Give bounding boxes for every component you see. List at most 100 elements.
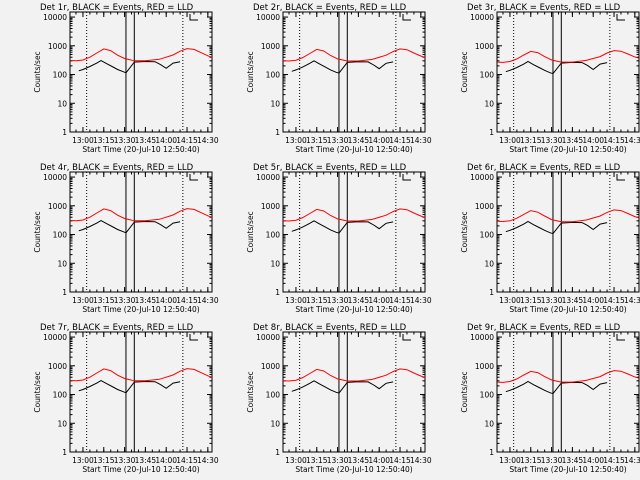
x-tick-label: 14:15 — [603, 296, 625, 305]
x-tick-label: 13:15 — [306, 296, 328, 305]
x-tick-label: 14:30 — [410, 296, 432, 305]
plot-frame — [496, 11, 640, 133]
x-tick-label: 14:30 — [624, 296, 640, 305]
y-tick-label: 1 — [489, 288, 494, 297]
series-line-lld — [282, 368, 426, 382]
y-axis-label: Counts/sec — [33, 211, 42, 252]
x-tick-label: 14:00 — [368, 296, 390, 305]
x-tick-label: 13:45 — [348, 136, 370, 145]
x-tick-label: 14:00 — [582, 136, 604, 145]
x-tick-label: 13:45 — [135, 456, 157, 465]
series-line-events — [78, 380, 181, 394]
x-tick-label: 14:15 — [603, 136, 625, 145]
x-axis-label: Start Time (20-Jul-10 12:50:40) — [509, 305, 626, 314]
plot-frame — [69, 11, 213, 133]
x-tick-label: 13:30 — [327, 456, 349, 465]
x-tick-label: 14:00 — [368, 456, 390, 465]
plot-frame — [69, 171, 213, 293]
y-tick-label: 10000 — [470, 333, 494, 342]
x-tick-label: 14:00 — [155, 296, 177, 305]
panel-7: Det 7r, BLACK = Events, RED = LLD 1 10 100 1… — [33, 323, 219, 474]
y-tick-label: 1000 — [261, 202, 280, 211]
y-tick-label: 1000 — [475, 362, 494, 371]
x-tick-label: 13:00 — [499, 136, 521, 145]
y-tick-label: 1000 — [48, 362, 67, 371]
series-line-lld — [496, 370, 640, 383]
panel-title: Det 4r, BLACK = Events, RED = LLD — [40, 163, 194, 173]
y-tick-label: 1000 — [475, 202, 494, 211]
x-tick-label: 14:30 — [197, 456, 219, 465]
y-tick-label: 1 — [489, 128, 494, 137]
y-tick-label: 1 — [62, 288, 67, 297]
x-tick-label: 14:30 — [410, 136, 432, 145]
x-axis-label: Start Time (20-Jul-10 12:50:40) — [509, 465, 626, 474]
x-tick-label: 14:30 — [197, 296, 219, 305]
y-axis-label: Counts/sec — [460, 211, 469, 252]
series-line-lld — [282, 48, 426, 62]
x-tick-label: 13:45 — [562, 136, 584, 145]
x-tick-label: 13:15 — [520, 136, 542, 145]
y-tick-label: 100 — [266, 71, 281, 80]
x-axis-label: Start Time (20-Jul-10 12:50:40) — [509, 145, 626, 154]
panel-title: Det 7r, BLACK = Events, RED = LLD — [40, 323, 194, 333]
series-line-events — [505, 60, 608, 75]
x-tick-label: 13:30 — [327, 136, 349, 145]
series-line-events — [291, 380, 394, 394]
x-tick-label: 13:45 — [562, 456, 584, 465]
x-tick-label: 14:00 — [155, 456, 177, 465]
x-tick-label: 13:00 — [499, 296, 521, 305]
x-tick-label: 13:45 — [562, 296, 584, 305]
panel-2: Det 2r, BLACK = Events, RED = LLD 1 10 100 1… — [246, 3, 432, 154]
x-tick-label: 14:15 — [389, 136, 411, 145]
y-axis-label: Counts/sec — [460, 371, 469, 412]
y-tick-label: 1 — [62, 448, 67, 457]
x-axis-label: Start Time (20-Jul-10 12:50:40) — [295, 305, 412, 314]
panel-title: Det 8r, BLACK = Events, RED = LLD — [253, 323, 407, 333]
y-tick-label: 1 — [275, 448, 280, 457]
x-tick-label: 13:00 — [285, 136, 307, 145]
y-tick-label: 10 — [57, 259, 67, 268]
y-tick-label: 10 — [57, 99, 67, 108]
x-tick-label: 13:15 — [93, 296, 115, 305]
x-axis-label: Start Time (20-Jul-10 12:50:40) — [82, 305, 199, 314]
series-line-lld — [496, 209, 640, 223]
y-tick-label: 1 — [489, 448, 494, 457]
corner-marker — [402, 334, 411, 341]
plot-frame — [282, 11, 426, 133]
y-tick-label: 1000 — [261, 362, 280, 371]
x-tick-label: 13:45 — [135, 136, 157, 145]
plot-frame — [69, 331, 213, 453]
x-tick-label: 13:30 — [541, 296, 563, 305]
x-tick-label: 14:00 — [582, 456, 604, 465]
plot-frame — [282, 171, 426, 293]
y-tick-label: 100 — [266, 231, 281, 240]
x-tick-label: 13:00 — [499, 456, 521, 465]
series-line-lld — [496, 50, 640, 63]
corner-marker — [402, 174, 411, 181]
x-tick-label: 14:15 — [603, 456, 625, 465]
y-tick-label: 100 — [53, 231, 68, 240]
x-tick-label: 13:30 — [541, 456, 563, 465]
plot-frame — [496, 331, 640, 453]
corner-marker — [189, 334, 198, 341]
x-axis-label: Start Time (20-Jul-10 12:50:40) — [295, 465, 412, 474]
y-tick-label: 10000 — [470, 13, 494, 22]
panel-title: Det 1r, BLACK = Events, RED = LLD — [40, 3, 194, 13]
panel-title: Det 3r, BLACK = Events, RED = LLD — [467, 3, 621, 13]
series-line-lld — [69, 48, 213, 62]
corner-marker — [616, 14, 625, 21]
panel-4: Det 4r, BLACK = Events, RED = LLD 1 10 100 1… — [33, 163, 219, 314]
plot-frame — [496, 171, 640, 293]
x-tick-label: 13:15 — [93, 136, 115, 145]
panel-1: Det 1r, BLACK = Events, RED = LLD 1 10 100 1… — [33, 3, 219, 154]
x-tick-label: 13:30 — [327, 296, 349, 305]
series-line-events — [291, 220, 394, 234]
y-tick-label: 10000 — [256, 333, 280, 342]
x-tick-label: 14:30 — [197, 136, 219, 145]
panel-3: Det 3r, BLACK = Events, RED = LLD 1 10 100 1… — [460, 3, 640, 154]
x-tick-label: 13:00 — [72, 296, 94, 305]
corner-marker — [189, 174, 198, 181]
series-line-events — [505, 380, 608, 395]
x-tick-label: 14:15 — [389, 456, 411, 465]
